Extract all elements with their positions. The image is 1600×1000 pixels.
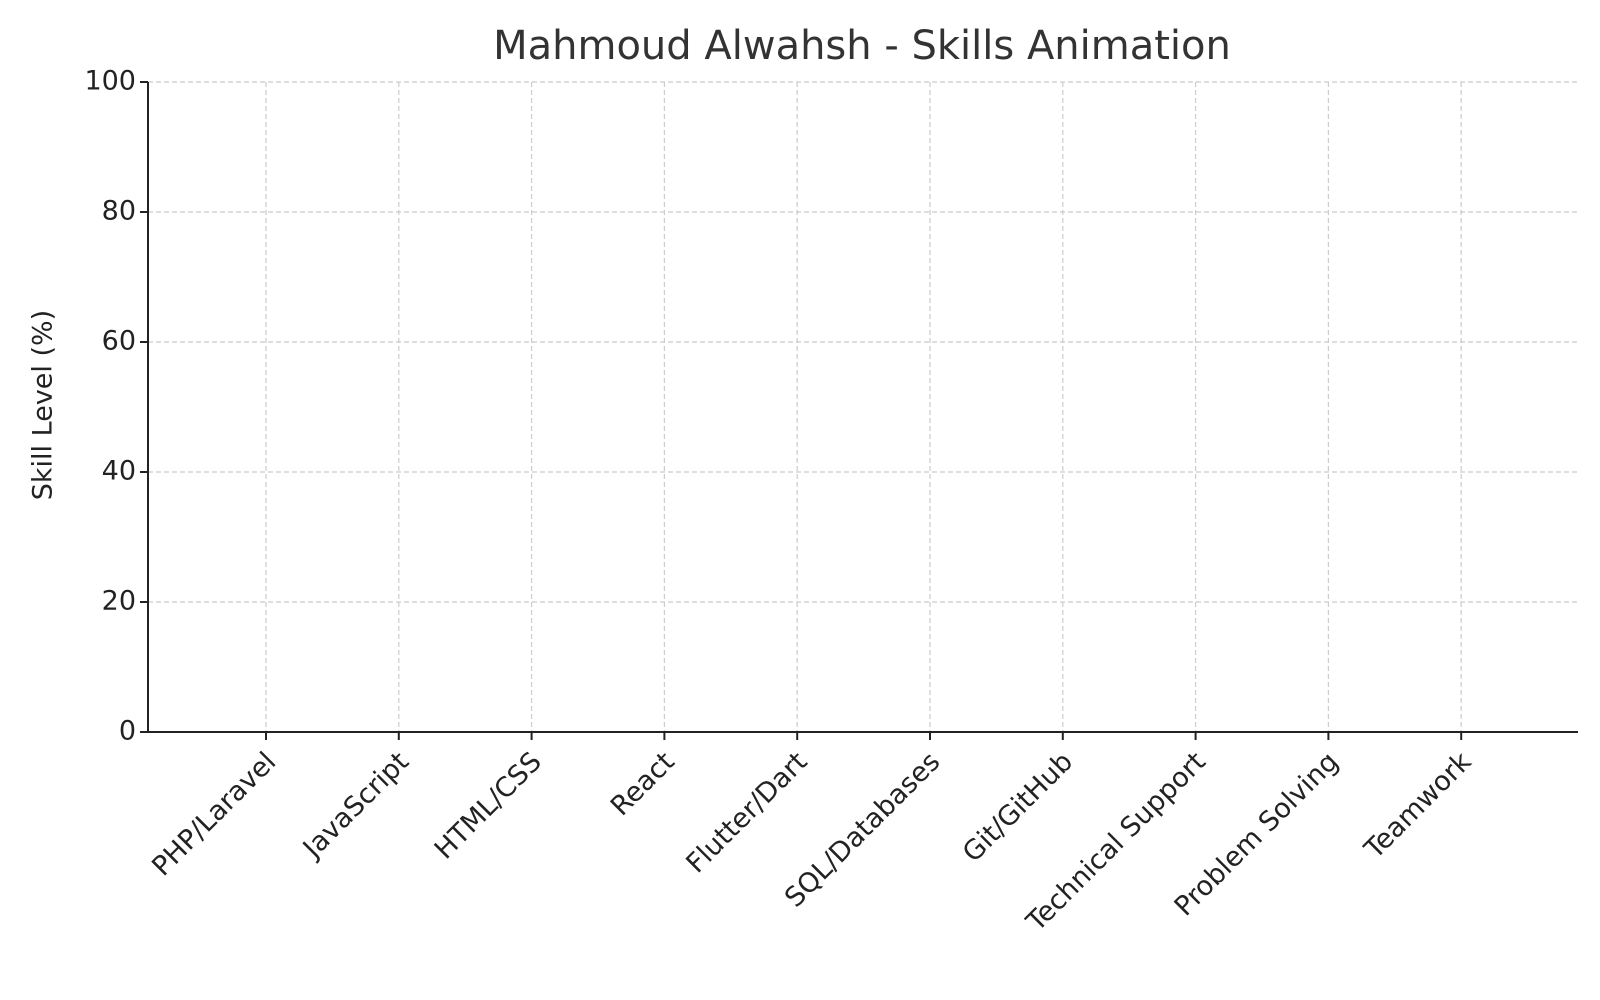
y-axis-label: Skill Level (%): [28, 310, 59, 500]
y-tick-label: 40: [102, 456, 136, 487]
x-tick-label: JavaScript: [296, 746, 415, 865]
y-tick-label: 0: [119, 716, 136, 747]
y-tick-label: 100: [84, 66, 136, 97]
chart-title: Mahmoud Alwahsh - Skills Animation: [493, 23, 1231, 69]
y-tick-label: 80: [102, 196, 136, 227]
x-tick-label: HTML/CSS: [429, 746, 548, 865]
x-tick-label: Teamwork: [1358, 746, 1478, 866]
x-tick-label: React: [605, 746, 681, 822]
x-tick-label: PHP/Laravel: [146, 746, 282, 882]
y-tick-label: 60: [102, 326, 136, 357]
y-tick-label: 20: [102, 586, 136, 617]
x-tick-label: Git/GitHub: [957, 746, 1079, 868]
x-tick-label: Flutter/Dart: [680, 746, 813, 879]
